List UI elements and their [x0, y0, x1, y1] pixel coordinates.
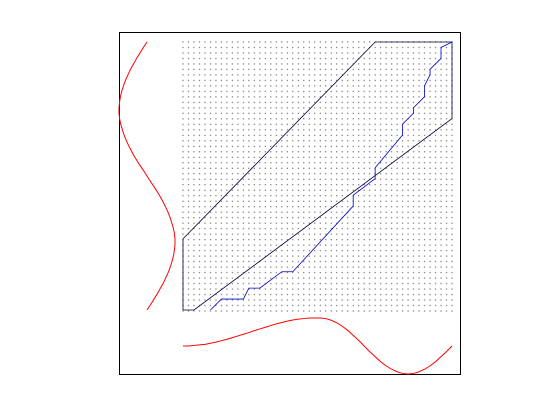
warping-path [210, 41, 453, 311]
query-signal [118, 41, 176, 311]
reference-signal [183, 317, 453, 375]
grid-dots [180, 39, 455, 313]
window-band [182, 41, 453, 311]
frame [119, 32, 461, 375]
